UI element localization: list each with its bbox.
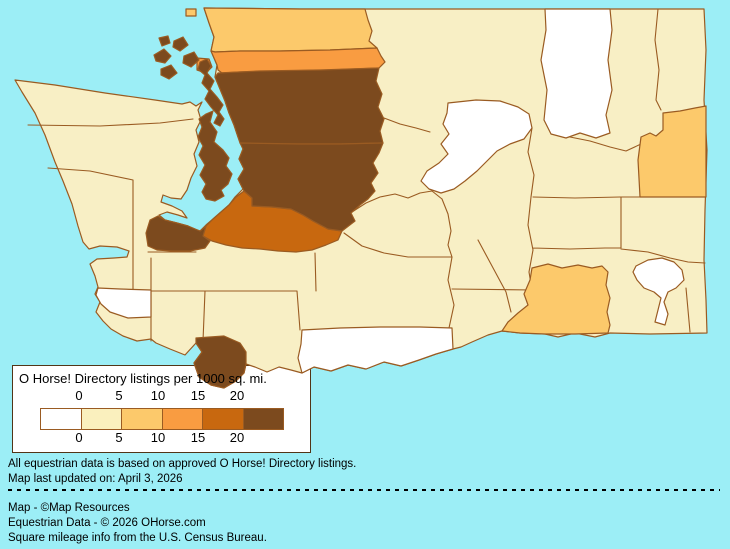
legend-tick: 0 — [75, 430, 83, 445]
legend-tick: 5 — [115, 388, 123, 403]
county-clark — [193, 335, 247, 389]
lake-washington — [234, 148, 238, 170]
legend-swatch — [243, 409, 283, 429]
county-douglas — [420, 99, 533, 194]
county-columbia — [632, 257, 685, 326]
legend-ticks-top: 0 5 10 15 20 — [12, 388, 311, 403]
legend-tick: 10 — [150, 388, 166, 403]
county-ferry — [540, 8, 613, 139]
legend-tick: 15 — [190, 388, 206, 403]
legend-title: O Horse! Directory listings per 1000 sq.… — [19, 371, 267, 386]
legend-tick: 20 — [229, 388, 245, 403]
legend-tick: 0 — [75, 388, 83, 403]
map-credit: Map - ©Map Resources — [8, 502, 130, 514]
county-snohomish — [214, 67, 385, 145]
legend-swatch — [81, 409, 122, 429]
legend-tick: 5 — [115, 430, 123, 445]
legend: O Horse! Directory listings per 1000 sq.… — [12, 365, 311, 453]
equestrian-data-credit: Equestrian Data - © 2026 OHorse.com — [8, 517, 206, 529]
legend-tick: 15 — [190, 430, 206, 445]
legend-ticks-bottom: 0 5 10 15 20 — [12, 430, 311, 445]
county-whatcom — [203, 7, 378, 53]
legend-swatch — [122, 409, 163, 429]
county-skagit — [210, 47, 386, 74]
legend-tick: 10 — [150, 430, 166, 445]
last-updated-note: Map last updated on: April 3, 2026 — [8, 473, 183, 485]
census-credit: Square mileage info from the U.S. Census… — [8, 532, 267, 544]
county-san-juan-islands — [153, 35, 200, 80]
dashed-separator — [8, 489, 720, 491]
county-island-whidbey — [197, 58, 225, 127]
county-klickitat — [297, 326, 454, 374]
legend-tick: 20 — [229, 430, 245, 445]
county-whatcom-point-roberts — [185, 8, 197, 17]
county-walla-walla — [501, 263, 611, 335]
county-thurston — [145, 215, 211, 252]
legend-color-ramp — [40, 408, 284, 430]
legend-swatch — [41, 409, 82, 429]
county-pacific — [95, 287, 152, 319]
legend-swatch — [203, 409, 244, 429]
data-source-note: All equestrian data is based on approved… — [8, 458, 357, 470]
legend-swatch — [162, 409, 203, 429]
county-kitsap — [197, 110, 233, 202]
county-king — [237, 142, 384, 232]
county-spokane — [637, 105, 707, 198]
county-border-lines — [27, 8, 706, 342]
